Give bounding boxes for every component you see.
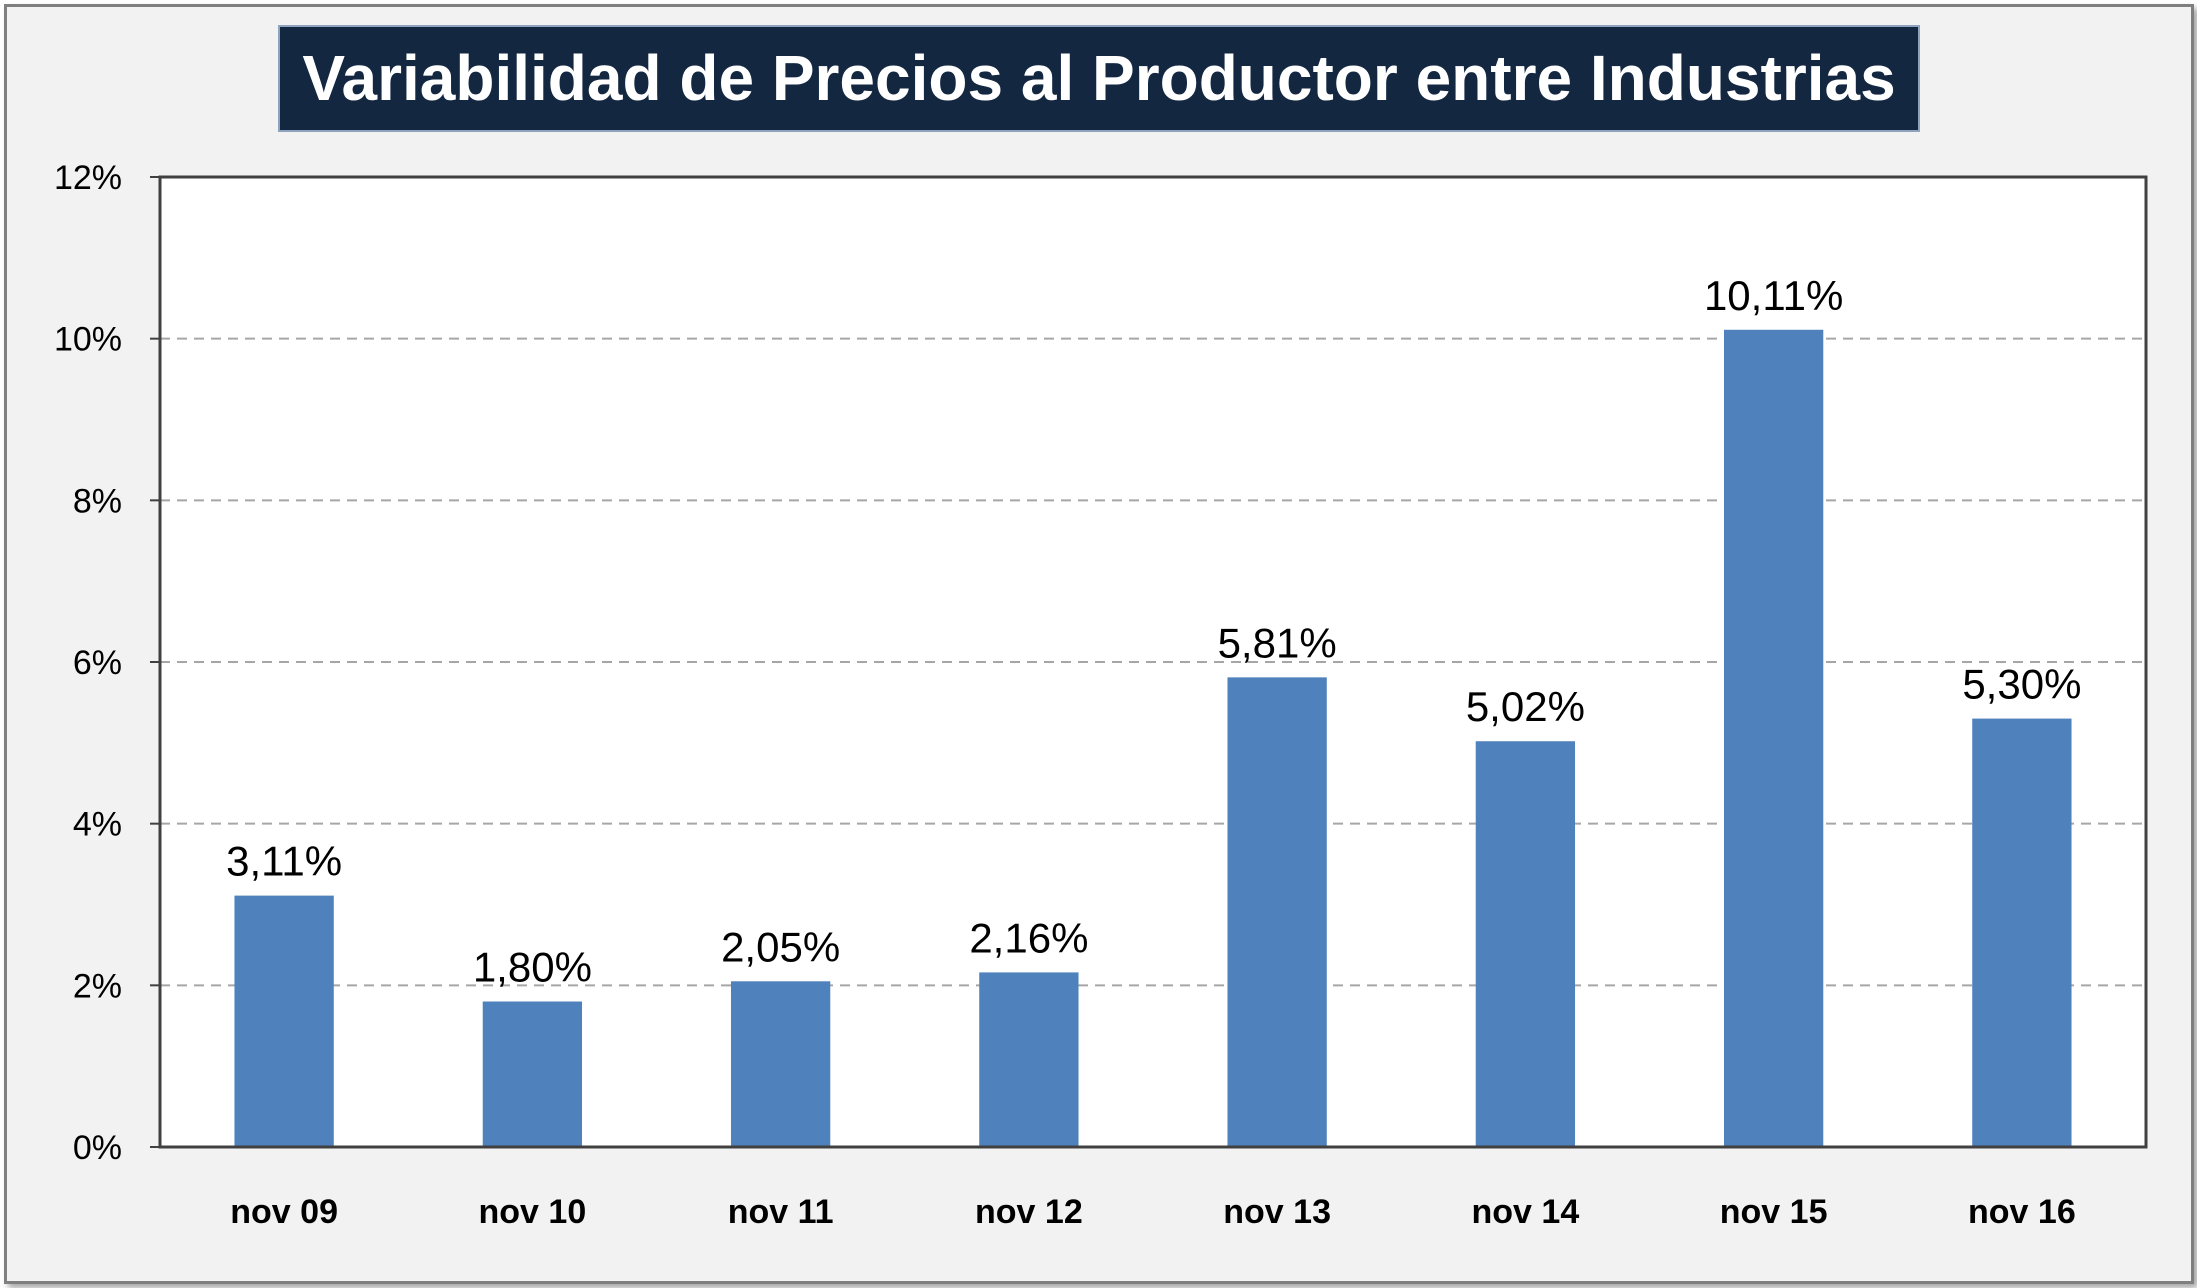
bar bbox=[1972, 718, 2072, 1147]
y-tick-label: 8% bbox=[73, 482, 122, 520]
bar bbox=[1723, 329, 1824, 1147]
y-tick-label: 10% bbox=[54, 321, 122, 359]
data-label: 5,02% bbox=[1466, 683, 1585, 730]
bar bbox=[730, 981, 831, 1147]
x-tick-label: nov 11 bbox=[728, 1193, 834, 1231]
data-label: 10,11% bbox=[1704, 272, 1843, 319]
x-tick-label: nov 10 bbox=[479, 1193, 587, 1231]
chart-title: Variabilidad de Precios al Productor ent… bbox=[278, 25, 1920, 132]
bar bbox=[1227, 677, 1327, 1147]
y-tick-label: 2% bbox=[73, 967, 122, 1005]
bar bbox=[234, 895, 334, 1147]
y-tick-label: 12% bbox=[54, 159, 122, 197]
data-label: 5,81% bbox=[1218, 619, 1337, 666]
x-tick-label: nov 09 bbox=[230, 1193, 338, 1231]
bar bbox=[482, 1001, 583, 1147]
data-label: 2,05% bbox=[721, 923, 840, 970]
x-tick-label: nov 12 bbox=[975, 1193, 1083, 1231]
x-tick-label: nov 14 bbox=[1472, 1193, 1580, 1231]
x-tick-label: nov 15 bbox=[1720, 1193, 1828, 1231]
y-tick-label: 0% bbox=[73, 1129, 122, 1167]
x-tick-label: nov 13 bbox=[1223, 1193, 1331, 1231]
x-tick-label: nov 16 bbox=[1968, 1193, 2076, 1231]
bar bbox=[979, 972, 1079, 1147]
data-label: 3,11% bbox=[226, 838, 342, 885]
y-tick-label: 6% bbox=[73, 644, 122, 682]
data-label: 2,16% bbox=[969, 914, 1088, 961]
data-label: 1,80% bbox=[473, 944, 592, 991]
y-tick-label: 4% bbox=[73, 806, 122, 844]
bar bbox=[1475, 741, 1576, 1147]
data-label: 5,30% bbox=[1962, 661, 2081, 708]
